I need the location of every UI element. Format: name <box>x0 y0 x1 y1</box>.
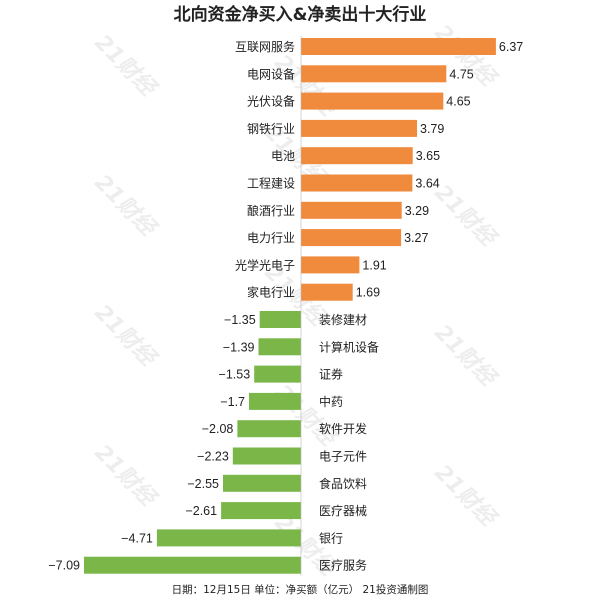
chart-title: 北向资金净买入&净卖出十大行业 <box>174 4 427 25</box>
value-label-11: −1.35 <box>224 313 256 327</box>
category-label-19: 银行 <box>319 531 343 545</box>
bar-17 <box>223 474 301 492</box>
category-label-13: 证券 <box>319 367 343 382</box>
value-label-4: 3.79 <box>420 122 444 136</box>
value-label-14: −1.7 <box>220 395 245 409</box>
category-label-14: 中药 <box>319 394 343 409</box>
category-label-6: 工程建设 <box>247 176 295 191</box>
value-label-19: −4.71 <box>121 531 153 545</box>
bar-18 <box>221 502 301 520</box>
value-label-12: −1.39 <box>223 340 255 354</box>
category-label-15: 软件开发 <box>319 421 367 436</box>
bar-15 <box>237 420 301 438</box>
watermark-6: 21财经 <box>429 179 502 252</box>
value-label-7: 3.29 <box>405 204 429 218</box>
bar-20 <box>84 556 301 574</box>
bar-1 <box>301 38 496 55</box>
category-label-1: 互联网服务 <box>235 39 295 54</box>
watermark-11: 21财经 <box>269 379 342 452</box>
watermark-4: 21财经 <box>89 169 162 242</box>
bar-4 <box>301 119 417 137</box>
category-label-10: 家电行业 <box>247 285 295 300</box>
category-label-2: 电网设备 <box>247 67 295 81</box>
value-label-17: −2.55 <box>187 477 219 491</box>
value-label-1: 6.37 <box>499 40 523 54</box>
category-label-3: 光伏设备 <box>247 95 295 109</box>
bar-12 <box>258 338 301 356</box>
watermark-12: 21财经 <box>429 459 502 532</box>
watermark-2: 21财经 <box>269 49 342 122</box>
value-label-3: 4.65 <box>446 95 470 109</box>
category-label-17: 食品饮料 <box>319 476 367 491</box>
category-label-16: 电子元件 <box>319 450 367 464</box>
value-label-20: −7.09 <box>48 559 80 573</box>
bar-8 <box>301 229 402 247</box>
category-label-18: 医疗器械 <box>319 503 367 518</box>
value-label-5: 3.65 <box>416 149 440 163</box>
bar-10 <box>301 283 353 301</box>
category-label-11: 装修建材 <box>319 312 367 327</box>
value-label-18: −2.61 <box>185 504 217 518</box>
category-label-20: 医疗服务 <box>319 558 367 573</box>
category-label-5: 电池 <box>271 149 295 163</box>
bars: 互联网服务 6.37 电网设备 4.75 光伏设备 4.65 钢铁行业 3.79 电池 3.65 工… <box>48 38 523 574</box>
category-label-9: 光学光电子 <box>235 257 295 272</box>
bar-2 <box>301 65 447 83</box>
value-label-6: 3.64 <box>415 177 439 191</box>
bar-13 <box>254 365 301 383</box>
bar-7 <box>301 201 402 219</box>
bar-16 <box>232 447 301 465</box>
bar-6 <box>301 174 413 192</box>
watermark-7: 21财经 <box>89 299 162 372</box>
value-label-10: 1.69 <box>356 286 380 300</box>
category-label-7: 酿酒行业 <box>247 203 295 218</box>
footnote: 日期：12月15日 单位：净买额（亿元） 21投资通制图 <box>172 583 429 596</box>
bar-11 <box>259 311 301 328</box>
value-label-2: 4.75 <box>449 67 473 81</box>
value-label-8: 3.27 <box>404 231 428 245</box>
bar-3 <box>301 92 444 110</box>
category-label-4: 钢铁行业 <box>247 122 295 136</box>
bar-9 <box>301 256 360 274</box>
value-label-13: −1.53 <box>219 368 251 382</box>
category-label-8: 电力行业 <box>247 231 295 245</box>
category-label-12: 计算机设备 <box>319 339 379 354</box>
watermark-10: 21财经 <box>89 439 162 512</box>
bar-14 <box>249 392 301 410</box>
watermark-9: 21财经 <box>429 319 502 392</box>
value-label-15: −2.08 <box>202 422 234 436</box>
bar-19 <box>156 529 301 547</box>
watermark-1: 21财经 <box>89 29 162 102</box>
value-label-16: −2.23 <box>197 450 229 464</box>
value-label-9: 1.91 <box>362 258 386 272</box>
bar-5 <box>301 147 413 165</box>
